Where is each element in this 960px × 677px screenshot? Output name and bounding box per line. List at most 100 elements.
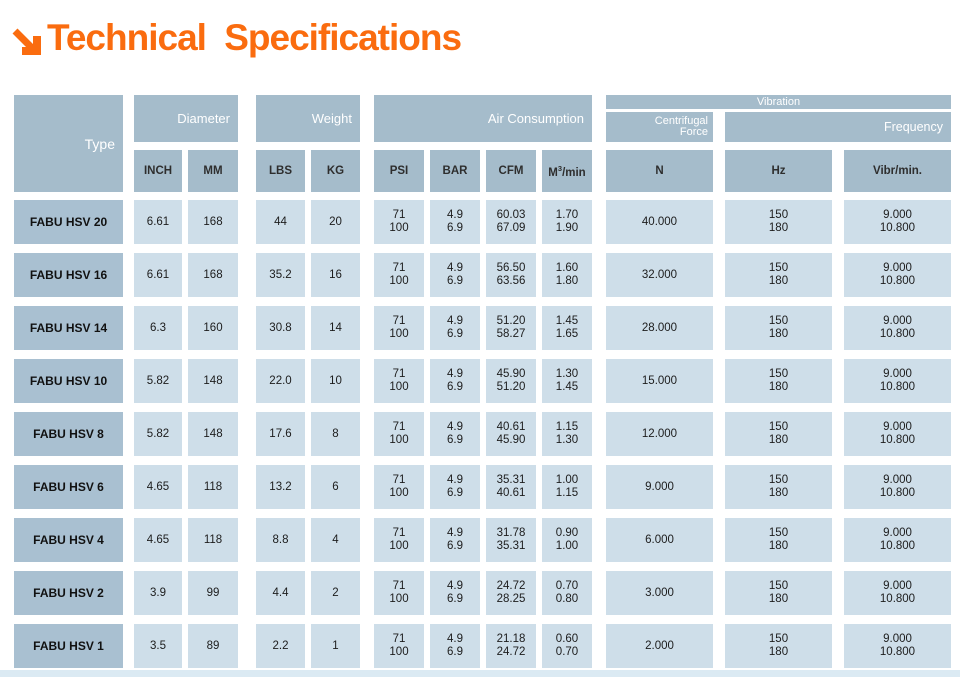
bar-cell: 4.9 6.9 xyxy=(430,200,480,244)
kg-cell: 8 xyxy=(311,412,360,456)
psi-cell: 71 100 xyxy=(374,200,424,244)
centrifugal-force-cell: 9.000 xyxy=(606,465,713,509)
psi-cell: 71 100 xyxy=(374,624,424,668)
m3min-cell: 1.45 1.65 xyxy=(542,306,592,350)
frequency-hz-cell: 150 180 xyxy=(725,465,832,509)
table-row: FABU HSV 16 6.61 168 35.2 16 71 100 4.9 … xyxy=(14,253,952,297)
type-cell: FABU HSV 16 xyxy=(14,253,123,297)
psi-cell: 71 100 xyxy=(374,412,424,456)
inch-cell: 5.82 xyxy=(134,412,182,456)
kg-cell: 4 xyxy=(311,518,360,562)
inch-cell: 6.61 xyxy=(134,253,182,297)
diagonal-arrow-icon xyxy=(11,25,44,63)
weight-header-group: Weight LBS KG xyxy=(256,95,360,192)
table-row: FABU HSV 14 6.3 160 30.8 14 71 100 4.9 6… xyxy=(14,306,952,350)
mm-cell: 89 xyxy=(188,624,238,668)
lbs-cell: 22.0 xyxy=(256,359,305,403)
cfm-cell: 51.20 58.27 xyxy=(486,306,536,350)
column-header-inch: INCH xyxy=(134,150,182,192)
spec-table: Type Diameter INCH MM Weight LBS KG Air … xyxy=(14,95,952,677)
bar-cell: 4.9 6.9 xyxy=(430,624,480,668)
kg-cell: 2 xyxy=(311,571,360,615)
vibr-min-cell: 9.000 10.800 xyxy=(844,253,951,297)
vibr-min-cell: 9.000 10.800 xyxy=(844,200,951,244)
cfm-cell: 60.03 67.09 xyxy=(486,200,536,244)
group-header-diameter: Diameter xyxy=(134,95,238,142)
table-row: FABU HSV 4 4.65 118 8.8 4 71 100 4.9 6.9… xyxy=(14,518,952,562)
column-header-kg: KG xyxy=(311,150,360,192)
cfm-cell: 24.72 28.25 xyxy=(486,571,536,615)
mm-cell: 99 xyxy=(188,571,238,615)
table-row: FABU HSV 20 6.61 168 44 20 71 100 4.9 6.… xyxy=(14,200,952,244)
psi-cell: 71 100 xyxy=(374,518,424,562)
cfm-cell: 31.78 35.31 xyxy=(486,518,536,562)
table-row: FABU HSV 6 4.65 118 13.2 6 71 100 4.9 6.… xyxy=(14,465,952,509)
table-row: FABU HSV 8 5.82 148 17.6 8 71 100 4.9 6.… xyxy=(14,412,952,456)
type-cell: FABU HSV 10 xyxy=(14,359,123,403)
air-consumption-header-group: Air Consumption PSI BAR CFM M3/min xyxy=(374,95,592,192)
type-cell: FABU HSV 1 xyxy=(14,624,123,668)
mm-cell: 160 xyxy=(188,306,238,350)
group-header-centrifugal-force: Centrifugal Force xyxy=(606,112,713,142)
lbs-cell: 44 xyxy=(256,200,305,244)
m3min-cell: 1.60 1.80 xyxy=(542,253,592,297)
inch-cell: 5.82 xyxy=(134,359,182,403)
centrifugal-force-cell: 2.000 xyxy=(606,624,713,668)
kg-cell: 10 xyxy=(311,359,360,403)
frequency-hz-cell: 150 180 xyxy=(725,518,832,562)
lbs-cell: 30.8 xyxy=(256,306,305,350)
mm-cell: 168 xyxy=(188,200,238,244)
kg-cell: 20 xyxy=(311,200,360,244)
centrifugal-force-cell: 15.000 xyxy=(606,359,713,403)
lbs-cell: 4.4 xyxy=(256,571,305,615)
group-header-vibration: Vibration xyxy=(606,95,951,109)
m3min-cell: 1.00 1.15 xyxy=(542,465,592,509)
type-cell: FABU HSV 20 xyxy=(14,200,123,244)
bar-cell: 4.9 6.9 xyxy=(430,465,480,509)
bar-cell: 4.9 6.9 xyxy=(430,571,480,615)
group-header-frequency: Frequency xyxy=(725,112,951,142)
column-header-mm: MM xyxy=(188,150,238,192)
type-cell: FABU HSV 14 xyxy=(14,306,123,350)
type-cell: FABU HSV 4 xyxy=(14,518,123,562)
group-header-weight: Weight xyxy=(256,95,360,142)
kg-cell: 6 xyxy=(311,465,360,509)
bar-cell: 4.9 6.9 xyxy=(430,253,480,297)
vibration-header-group: Vibration Centrifugal Force Frequency N … xyxy=(606,95,951,192)
column-header-psi: PSI xyxy=(374,150,424,192)
mm-cell: 148 xyxy=(188,412,238,456)
m3min-cell: 0.90 1.00 xyxy=(542,518,592,562)
kg-cell: 16 xyxy=(311,253,360,297)
lbs-cell: 13.2 xyxy=(256,465,305,509)
mm-cell: 168 xyxy=(188,253,238,297)
psi-cell: 71 100 xyxy=(374,571,424,615)
lbs-cell: 17.6 xyxy=(256,412,305,456)
column-header-bar: BAR xyxy=(430,150,480,192)
cfm-cell: 21.18 24.72 xyxy=(486,624,536,668)
kg-cell: 1 xyxy=(311,624,360,668)
type-cell: FABU HSV 2 xyxy=(14,571,123,615)
diameter-header-group: Diameter INCH MM xyxy=(134,95,238,192)
table-row: FABU HSV 2 3.9 99 4.4 2 71 100 4.9 6.9 2… xyxy=(14,571,952,615)
vibr-min-cell: 9.000 10.800 xyxy=(844,571,951,615)
inch-cell: 6.3 xyxy=(134,306,182,350)
table-body: FABU HSV 20 6.61 168 44 20 71 100 4.9 6.… xyxy=(14,200,952,668)
type-cell: FABU HSV 8 xyxy=(14,412,123,456)
kg-cell: 14 xyxy=(311,306,360,350)
bar-cell: 4.9 6.9 xyxy=(430,306,480,350)
column-header-m3min: M3/min xyxy=(542,150,592,192)
bar-cell: 4.9 6.9 xyxy=(430,518,480,562)
column-header-hz: Hz xyxy=(725,150,832,192)
frequency-hz-cell: 150 180 xyxy=(725,624,832,668)
cfm-cell: 40.61 45.90 xyxy=(486,412,536,456)
inch-cell: 3.5 xyxy=(134,624,182,668)
column-header-vibr-min: Vibr/min. xyxy=(844,150,951,192)
mm-cell: 118 xyxy=(188,518,238,562)
frequency-hz-cell: 150 180 xyxy=(725,359,832,403)
frequency-hz-cell: 150 180 xyxy=(725,200,832,244)
centrifugal-force-cell: 6.000 xyxy=(606,518,713,562)
bar-cell: 4.9 6.9 xyxy=(430,359,480,403)
inch-cell: 4.65 xyxy=(134,465,182,509)
cfm-cell: 56.50 63.56 xyxy=(486,253,536,297)
